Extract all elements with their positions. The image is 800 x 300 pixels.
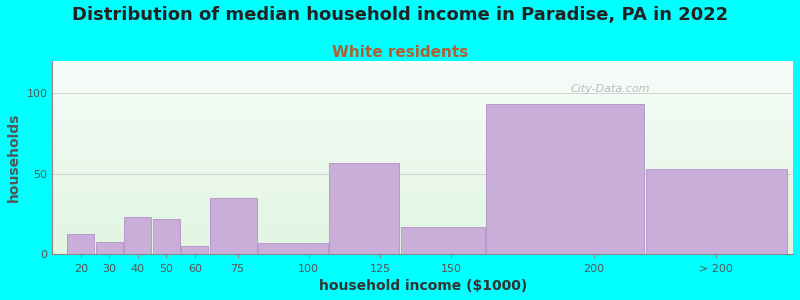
Bar (646, 169, 786, 254)
Bar (124, 218, 151, 254)
Bar (401, 227, 485, 254)
Bar (182, 246, 208, 254)
Bar (153, 219, 180, 254)
Bar (486, 104, 644, 254)
Y-axis label: households: households (7, 113, 21, 202)
Bar (210, 198, 257, 254)
Text: City-Data.com: City-Data.com (571, 84, 650, 94)
Bar (67, 233, 94, 254)
Bar (330, 163, 399, 254)
Text: White residents: White residents (332, 45, 468, 60)
Bar (96, 242, 123, 254)
Bar (258, 243, 328, 254)
X-axis label: household income ($1000): household income ($1000) (318, 279, 527, 293)
Text: Distribution of median household income in Paradise, PA in 2022: Distribution of median household income … (72, 6, 728, 24)
